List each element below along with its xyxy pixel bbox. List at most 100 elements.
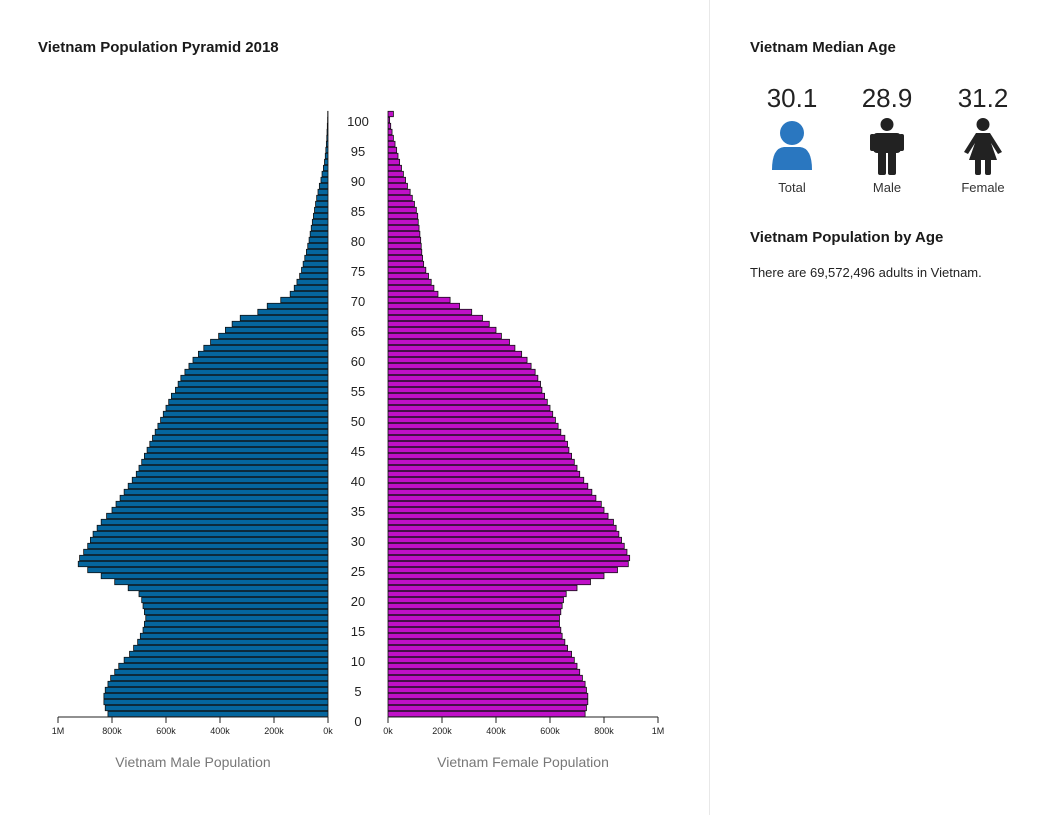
male-bar-age-33 xyxy=(106,512,329,520)
female-bar-age-76 xyxy=(387,254,423,262)
age-tick-label: 30 xyxy=(351,534,365,549)
age-tick-label: 80 xyxy=(351,234,365,249)
female-bar-age-8 xyxy=(387,662,578,670)
female-bar-age-38 xyxy=(387,482,589,490)
male-x-axis: 0k 200k 400k 600k 800k 1M xyxy=(52,716,333,736)
male-bar-age-9 xyxy=(123,656,329,664)
age-tick-label: 25 xyxy=(351,564,365,579)
male-bar-age-80 xyxy=(309,230,329,238)
male-bar-age-47 xyxy=(154,428,329,436)
median-total: 30.1 Total xyxy=(747,82,837,195)
female-bar-age-85 xyxy=(387,200,415,208)
female-bar-age-61 xyxy=(387,344,516,352)
female-bar-age-9 xyxy=(387,656,575,664)
female-bar-age-31 xyxy=(387,524,617,532)
female-bar-age-62 xyxy=(387,338,510,346)
female-bar-age-21 xyxy=(387,584,578,592)
female-bar-age-32 xyxy=(387,518,614,526)
median-female-value: 31.2 xyxy=(957,83,1009,113)
female-bar-age-11 xyxy=(387,644,568,652)
male-bar-age-12 xyxy=(137,638,329,646)
female-bar-age-0 xyxy=(387,710,586,718)
male-bar-age-92 xyxy=(324,158,329,166)
axis-tick-label: 800k xyxy=(102,726,122,736)
female-bar-age-84 xyxy=(387,206,417,214)
male-bar-age-41 xyxy=(138,464,329,472)
female-bar-age-40 xyxy=(387,470,581,478)
female-bar-age-95 xyxy=(387,140,396,148)
age-axis: 0 5 10 15 20 25 30 35 40 45 50 55 60 65 70 75 80 85 90 95 10… xyxy=(347,114,369,729)
male-bar-age-63 xyxy=(218,332,329,340)
male-bar-age-40 xyxy=(135,470,329,478)
male-bar-age-50 xyxy=(162,410,329,418)
male-bar-age-28 xyxy=(87,542,329,550)
age-tick-label: 70 xyxy=(351,294,365,309)
axis-tick-label: 200k xyxy=(432,726,452,736)
male-bar-age-19 xyxy=(141,596,329,604)
age-tick-label: 15 xyxy=(351,624,365,639)
male-bar-age-43 xyxy=(143,452,329,460)
female-bar-age-23 xyxy=(387,572,605,580)
male-bar-age-2 xyxy=(103,698,329,706)
age-tick-label: 60 xyxy=(351,354,365,369)
female-bar-age-78 xyxy=(387,242,422,250)
male-bar-age-60 xyxy=(197,350,329,358)
female-bar-age-96 xyxy=(387,134,394,142)
male-bar-age-1 xyxy=(104,704,329,712)
female-bar-age-75 xyxy=(387,260,425,268)
male-bar-age-6 xyxy=(110,674,329,682)
female-bar-age-97 xyxy=(387,128,393,136)
age-tick-label: 75 xyxy=(351,264,365,279)
male-bar-age-70 xyxy=(289,290,329,298)
female-bar-age-63 xyxy=(387,332,502,340)
male-bar-age-85 xyxy=(315,200,329,208)
age-tick-label: 95 xyxy=(351,144,365,159)
male-bar-age-69 xyxy=(280,296,329,304)
male-bar-age-48 xyxy=(157,422,329,430)
female-bar-age-60 xyxy=(387,350,523,358)
male-bar-age-8 xyxy=(118,662,329,670)
male-bars xyxy=(77,110,329,718)
female-bar-age-72 xyxy=(387,278,432,286)
adults-count-text: There are 69,572,496 adults in Vietnam. xyxy=(750,265,982,280)
female-bar-age-25 xyxy=(387,560,629,568)
male-bar-age-37 xyxy=(123,488,329,496)
male-bar-age-55 xyxy=(177,380,329,388)
female-bar-age-91 xyxy=(387,164,402,172)
male-bar-age-34 xyxy=(111,506,329,514)
female-bar-age-39 xyxy=(387,476,585,484)
male-bar-age-83 xyxy=(313,212,329,220)
female-bar-age-41 xyxy=(387,464,578,472)
male-bar-age-22 xyxy=(114,578,329,586)
male-bar-age-64 xyxy=(224,326,329,334)
median-male: 28.9 Male xyxy=(842,82,932,195)
male-bar-age-62 xyxy=(210,338,329,346)
male-bar-age-67 xyxy=(257,308,329,316)
male-bar-age-44 xyxy=(146,446,329,454)
female-bar-age-74 xyxy=(387,266,427,274)
median-female: 31.2 Female xyxy=(938,82,1028,195)
male-bar-age-20 xyxy=(138,590,329,598)
female-bar-age-13 xyxy=(387,632,563,640)
female-icon xyxy=(938,118,1028,178)
female-bar-age-77 xyxy=(387,248,423,256)
female-bar-age-44 xyxy=(387,446,570,454)
male-bar-age-51 xyxy=(165,404,329,412)
age-tick-label: 65 xyxy=(351,324,365,339)
female-bar-age-4 xyxy=(387,686,587,694)
female-bar-age-10 xyxy=(387,650,573,658)
female-bar-age-29 xyxy=(387,536,622,544)
age-tick-label: 5 xyxy=(354,684,361,699)
age-tick-label: 35 xyxy=(351,504,365,519)
female-bar-age-56 xyxy=(387,374,539,382)
male-bar-age-46 xyxy=(152,434,329,442)
female-bar-age-37 xyxy=(387,488,593,496)
male-bar-age-29 xyxy=(90,536,329,544)
male-bar-age-11 xyxy=(133,644,329,652)
female-bar-age-6 xyxy=(387,674,583,682)
male-bar-age-71 xyxy=(293,284,329,292)
female-bar-age-34 xyxy=(387,506,605,514)
male-bar-age-94 xyxy=(325,146,329,154)
axis-tick-label: 1M xyxy=(52,726,65,736)
female-bar-age-90 xyxy=(387,170,404,178)
